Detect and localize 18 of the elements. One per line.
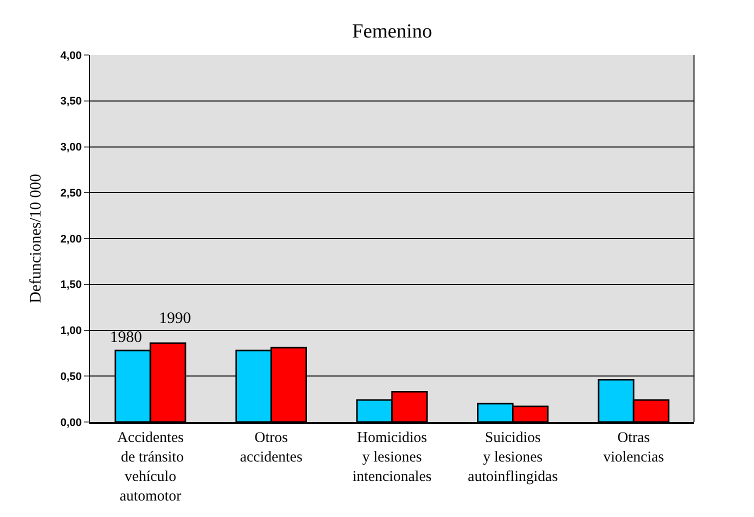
- y-axis-title: Defunciones/10 000: [27, 174, 44, 304]
- y-tick-label: 2,50: [60, 187, 82, 200]
- x-tick-label: Suicidios y lesiones autoinflingidas: [468, 430, 558, 485]
- y-tick-label: 0,50: [60, 370, 82, 383]
- y-tick-label: 3,00: [60, 142, 82, 154]
- y-tick-label: 2,00: [60, 233, 82, 246]
- x-tick-label: Otros accidentes: [240, 430, 303, 466]
- chart-title: Femenino: [352, 20, 432, 42]
- y-tick-label: 3,50: [60, 96, 82, 108]
- y-tick-label: 0,00: [60, 416, 82, 429]
- series-label: 1980: [110, 329, 142, 346]
- y-tick-label: 1,00: [60, 325, 82, 338]
- x-tick-label: Homicidios y lesiones intencionales: [352, 430, 432, 485]
- y-tick-label: 1,50: [60, 279, 82, 292]
- y-tick-label: 4,00: [60, 50, 82, 62]
- series-label: 1990: [159, 310, 191, 327]
- x-tick-label: Otras violencias: [603, 430, 664, 466]
- x-tick-label: Accidentes de tránsito vehículo automotor: [117, 430, 184, 504]
